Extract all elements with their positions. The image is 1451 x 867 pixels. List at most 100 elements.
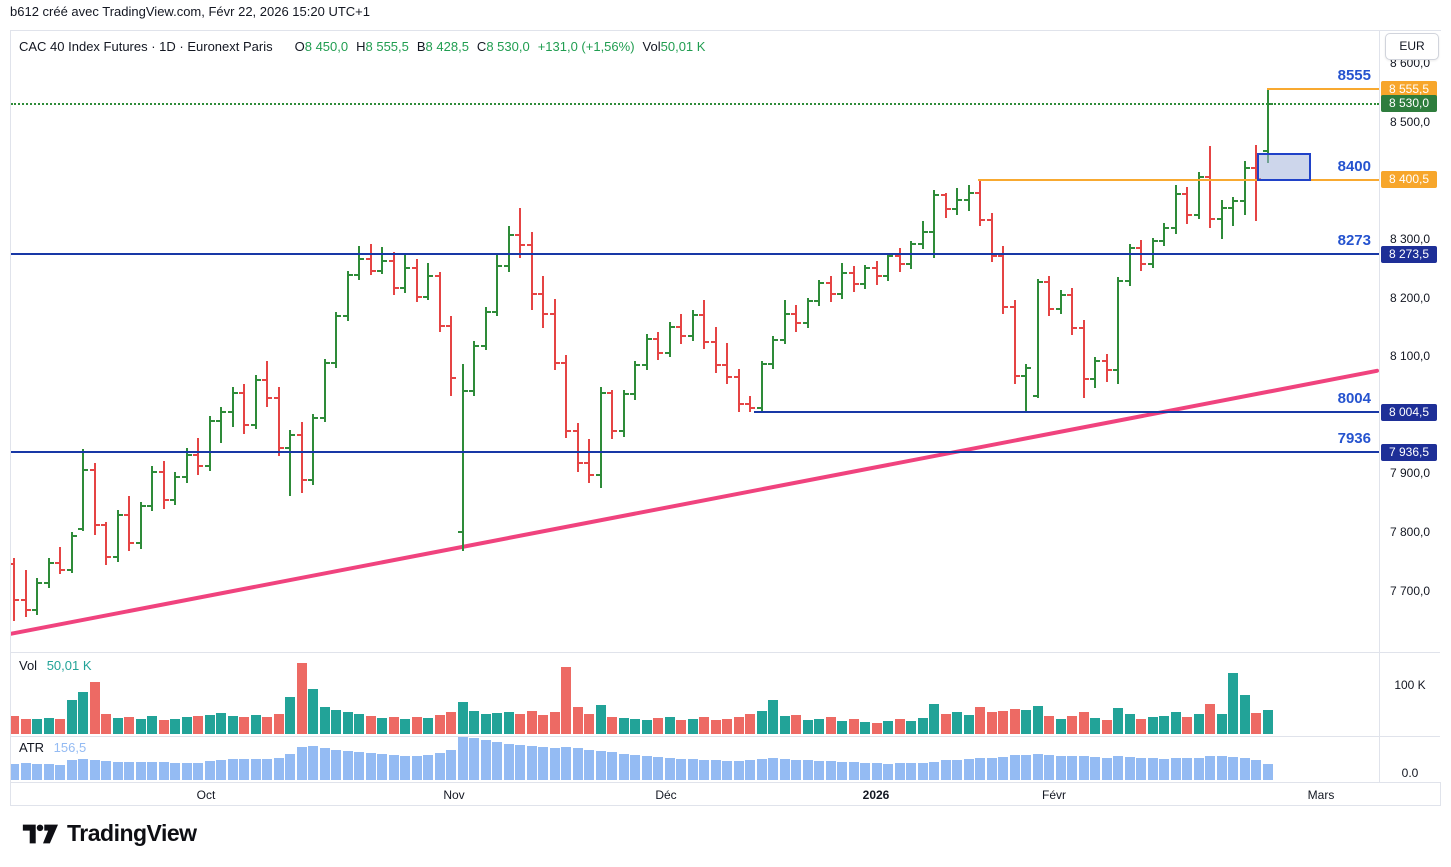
ohlc-bar [312, 413, 314, 486]
legend-close-value: 8 530,0 [486, 39, 530, 54]
ohlc-close-tick [302, 479, 307, 482]
ohlc-close-tick [429, 275, 433, 278]
price-axis[interactable]: EUR 8 600,0 8 500,0 8 300,0 8 200,0 8 100,0 7… [1379, 31, 1441, 782]
volume-bar [929, 703, 939, 734]
ohlc-bar [772, 335, 774, 370]
atr-bar [457, 737, 468, 780]
ohlc-bar [1071, 288, 1073, 336]
atr-bar [733, 760, 744, 780]
ohlc-open-tick [170, 498, 174, 501]
ohlc-bar [404, 254, 406, 293]
ohlc-open-tick [929, 230, 933, 233]
tradingview-logo[interactable]: TradingView [22, 820, 197, 847]
level-line-8004[interactable] [754, 411, 1379, 414]
atr-bar [503, 744, 514, 780]
atr-bar [538, 747, 548, 780]
pane-separator[interactable] [11, 736, 1440, 737]
symbol-legend[interactable]: CAC 40 Index Futures · 1D · Euronext Par… [19, 39, 705, 54]
trend-line[interactable] [11, 368, 1379, 636]
volume-bar [1009, 708, 1020, 734]
ohlc-open-tick [894, 254, 899, 257]
atr-bar [319, 748, 330, 780]
volume-bar [20, 718, 31, 734]
ohlc-open-tick [963, 199, 968, 202]
pane-separator[interactable] [11, 652, 1440, 653]
ohlc-close-tick [187, 453, 192, 456]
volume-bar [1021, 710, 1031, 734]
atr-bar [975, 758, 985, 780]
ohlc-open-tick [55, 562, 59, 565]
volume-bar [894, 719, 905, 734]
ohlc-close-tick [1015, 375, 1020, 378]
level-label-8273: 8273 [1337, 232, 1371, 250]
atr-bar [1067, 756, 1077, 780]
time-label-Févr: Févr [1042, 788, 1066, 802]
ohlc-bar [59, 547, 61, 574]
atr-bar [1159, 758, 1169, 780]
atr-bar [549, 748, 560, 780]
atr-bar [1205, 755, 1215, 780]
ohlc-open-tick [848, 272, 853, 275]
trend-line-svg [11, 368, 1379, 636]
atr-bar [1216, 756, 1227, 780]
ohlc-bar [1220, 200, 1223, 239]
ohlc-open-tick [538, 292, 542, 295]
ohlc-bar [530, 231, 533, 311]
volume-bar [848, 719, 859, 734]
level-line-8273[interactable] [11, 253, 1379, 256]
level-line-8400[interactable] [978, 178, 1379, 181]
volume-bar [653, 718, 663, 734]
atr-pane[interactable]: ATR 156,5 [11, 736, 1379, 782]
rectangle-drawing[interactable] [1257, 152, 1311, 181]
ohlc-open-tick [1170, 227, 1175, 230]
time-axis[interactable]: Oct Nov Déc 2026 Févr Mars [11, 782, 1379, 806]
ohlc-open-tick [998, 255, 1002, 258]
volume-bar [400, 719, 410, 734]
ohlc-bar [36, 577, 38, 616]
ohlc-bar [105, 521, 107, 565]
atr-bar [342, 751, 353, 780]
atr-bar [963, 759, 974, 780]
volume-bar [1055, 719, 1066, 734]
ohlc-bar [691, 310, 694, 341]
volume-bar [78, 692, 88, 734]
ohlc-bar [841, 262, 843, 299]
ohlc-close-tick [95, 524, 100, 527]
ohlc-bar [208, 415, 211, 472]
price-badge-navy: 7 936,5 [1381, 443, 1437, 461]
ohlc-bar [1094, 357, 1096, 388]
ohlc-bar [657, 331, 659, 360]
ohlc-bar [588, 439, 590, 483]
ohlc-close-tick [463, 389, 468, 392]
atr-bar [848, 762, 859, 780]
axis-tick: 7 900,0 [1389, 466, 1431, 481]
ohlc-open-tick [227, 411, 232, 414]
ohlc-close-tick [394, 287, 399, 290]
atr-bar [1044, 754, 1054, 780]
ohlc-close-tick [279, 446, 284, 449]
volume-pane[interactable]: Vol 50,01 K [11, 652, 1379, 736]
atr-bar [331, 750, 341, 780]
volume-bar [883, 721, 893, 734]
ohlc-open-tick [1032, 395, 1037, 398]
level-line-8555[interactable] [1267, 88, 1379, 90]
atr-bar [584, 750, 594, 780]
ohlc-close-tick [61, 568, 65, 571]
volume-bar [722, 719, 732, 734]
volume-bar [204, 715, 215, 734]
ohlc-close-tick [509, 234, 514, 237]
ohlc-close-tick [153, 470, 157, 473]
current-price-line [11, 102, 1379, 105]
currency-button[interactable]: EUR [1385, 33, 1439, 60]
ohlc-open-tick [860, 283, 864, 285]
level-line-7936[interactable] [11, 451, 1379, 454]
ohlc-open-tick [411, 266, 416, 269]
price-pane[interactable]: 8555 8400 8273 8004 7936 [11, 31, 1379, 652]
ohlc-bar [381, 247, 383, 275]
ohlc-open-tick [1136, 247, 1140, 250]
volume-bar [1262, 709, 1273, 734]
volume-bar [871, 723, 882, 734]
volume-bar [32, 718, 42, 734]
ohlc-close-tick [797, 322, 801, 325]
ohlc-bar [645, 333, 648, 371]
